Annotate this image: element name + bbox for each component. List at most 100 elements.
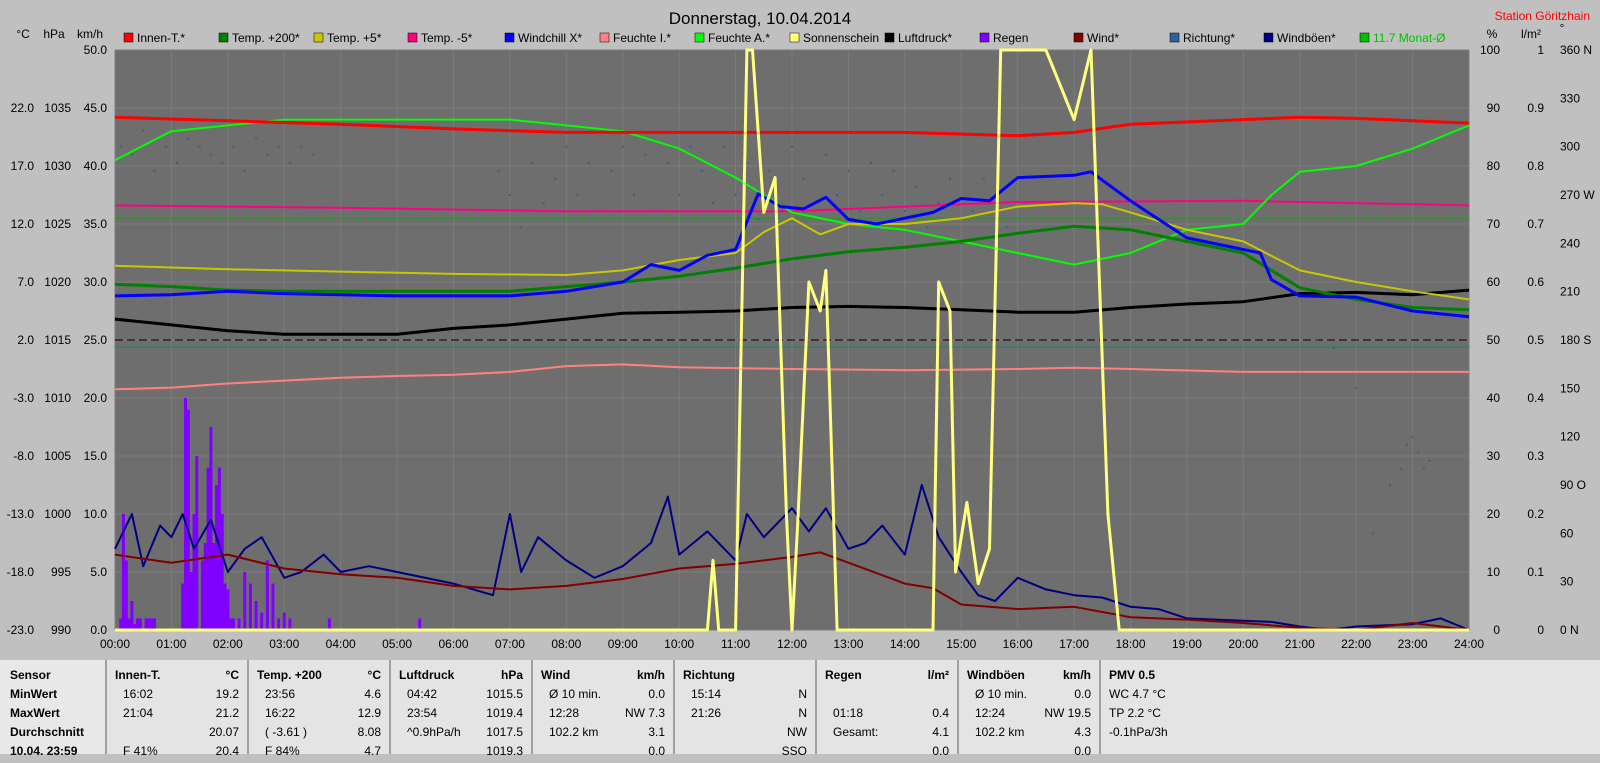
rain-bar	[127, 618, 131, 630]
stats-cell-value: 0.0	[648, 687, 665, 701]
direction-tick-label: 150	[1560, 381, 1580, 395]
stats-cell-value: 1019.3	[486, 744, 523, 758]
stats-cell-label: Ø 10 min.	[975, 687, 1028, 701]
legend-item: 11.7 Monat-Ø	[1359, 31, 1445, 45]
x-tick-label: 18:00	[1115, 637, 1145, 651]
stats-cell-label: Ø 10 min.	[549, 687, 602, 701]
series-temp-200	[114, 224, 1470, 312]
legend-item: Wind*	[1073, 31, 1119, 45]
direction-point	[288, 161, 291, 164]
direction-tick-label: 330	[1560, 91, 1580, 105]
stats-cell-value: 0.0	[648, 744, 665, 758]
direction-point	[497, 169, 500, 172]
x-tick-label: 19:00	[1172, 637, 1202, 651]
direction-point	[791, 145, 793, 148]
direction-point	[1411, 435, 1414, 438]
direction-point	[266, 153, 269, 156]
pressure-tick-label: 990	[51, 623, 71, 637]
stats-richtung-header: Richtung	[683, 668, 807, 687]
direction-tick-label: 360 N	[1560, 43, 1592, 57]
direction-point	[621, 145, 624, 148]
stats-cell-label: F 84%	[265, 744, 300, 758]
stats-wind-row: 12:28 NW 7.3	[541, 706, 665, 725]
legend-swatch	[123, 32, 134, 43]
x-tick-label: 17:00	[1059, 637, 1089, 651]
direction-point	[554, 177, 557, 180]
direction-point	[187, 137, 190, 140]
stats-cell-value: 12.9	[357, 706, 381, 720]
legend-item: Richtung*	[1169, 31, 1235, 45]
stats-header-unit: °C	[225, 668, 239, 682]
x-tick-label: 20:00	[1228, 637, 1258, 651]
pressure-tick-label: 1000	[44, 507, 71, 521]
wind-tick-label: 10.0	[84, 507, 108, 521]
legend-label: Luftdruck*	[898, 31, 952, 45]
stats-cell-label: 01:18	[833, 706, 864, 720]
rain-bar	[260, 612, 264, 630]
x-tick-label: 00:00	[100, 637, 130, 651]
stats-header-label: Luftdruck	[399, 668, 455, 682]
legend-label: Wind*	[1087, 31, 1119, 45]
rain-bar	[265, 560, 269, 630]
direction-point	[565, 145, 568, 148]
stats-cell-value: 0.0	[1074, 687, 1091, 701]
x-tick-label: 05:00	[382, 637, 412, 651]
x-tick-label: 12:00	[777, 637, 807, 651]
pressure-tick-label: 1025	[44, 217, 71, 231]
wind-axis-unit: km/h	[77, 27, 103, 41]
direction-tick-label: 180 S	[1560, 333, 1591, 347]
stats-pmv-row: -0.1hPa/3h	[1109, 725, 1592, 744]
wind-tick-label: 40.0	[84, 159, 108, 173]
stats-cell-label: 21:26	[691, 706, 722, 720]
direction-point	[903, 210, 906, 213]
stats-innen-row: 16:02 19.2	[115, 687, 239, 706]
direction-point	[1355, 387, 1358, 390]
rain-tick-label: 0	[1537, 623, 1544, 637]
legend-swatch	[504, 32, 515, 43]
legend-swatch	[218, 32, 229, 43]
stats-regen-header: Regen l/m²	[825, 668, 949, 687]
legend-swatch	[789, 32, 800, 43]
stats-header-unit: km/h	[1062, 668, 1091, 682]
legend-label: Regen	[993, 31, 1028, 45]
stats-row-max-text: MaxWert	[10, 706, 60, 720]
pressure-tick-label: 1020	[44, 275, 71, 289]
x-tick-label: 04:00	[326, 637, 356, 651]
stats-cell-label: 23:56	[265, 687, 296, 701]
stats-innen-header: Innen-T. °C	[115, 668, 239, 687]
legend-item: Regen	[979, 31, 1028, 45]
pressure-tick-label: 1015	[44, 333, 71, 347]
direction-point	[971, 210, 974, 213]
x-tick-label: 14:00	[890, 637, 920, 651]
wind-tick-label: 35.0	[84, 217, 108, 231]
temp-tick-label: -13.0	[7, 507, 35, 521]
temp-tick-label: 17.0	[11, 159, 35, 173]
direction-point	[982, 177, 985, 180]
rain-bar	[248, 583, 252, 630]
direction-point	[926, 226, 929, 229]
direction-point	[164, 145, 167, 148]
stats-cell-value: 4.1	[932, 725, 949, 739]
x-tick-label: 24:00	[1454, 637, 1484, 651]
direction-point	[892, 169, 895, 172]
legend-swatch	[313, 32, 324, 43]
stats-boeen-row: 12:24 NW 19.5	[967, 706, 1091, 725]
stats-cell-value: 20.4	[215, 744, 239, 758]
x-tick-label: 13:00	[833, 637, 863, 651]
stats-cell-value: NW 19.5	[1044, 706, 1091, 720]
direction-point	[644, 153, 647, 156]
direction-point	[824, 153, 827, 156]
temp-tick-label: -3.0	[13, 391, 34, 405]
stats-cell-label: 04:42	[407, 687, 438, 701]
stats-temp200-row: 16:22 12.9	[257, 706, 381, 725]
stats-header-label: Temp. +200	[257, 668, 322, 682]
legend: Innen-T.* Temp. +200* Temp. +5* Temp. -5* Wi…	[123, 31, 1445, 45]
direction-point	[1389, 484, 1392, 486]
rain-bar	[186, 409, 190, 630]
rain-tick-label: 0.7	[1527, 217, 1544, 231]
rain-bar	[119, 618, 123, 630]
wind-tick-label: 5.0	[90, 565, 107, 579]
series-innen-t	[114, 115, 1470, 138]
x-tick-label: 10:00	[664, 637, 694, 651]
direction-point	[881, 194, 884, 196]
